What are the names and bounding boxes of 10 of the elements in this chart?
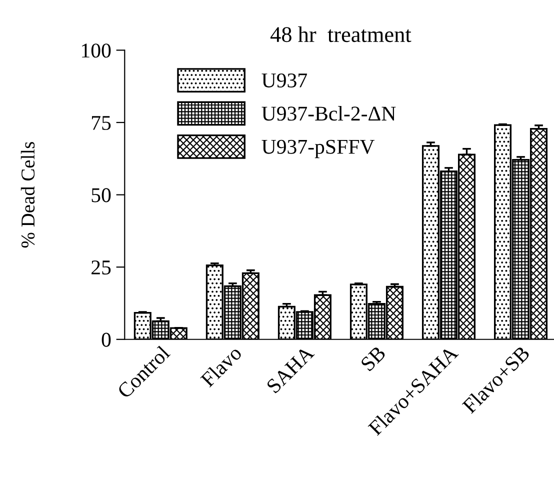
y-axis-title: % Dead Cells [20,142,35,248]
y-tick-label: 50 [92,188,111,202]
y-tick-label: 25 [92,260,111,275]
legend-label: U937-pSFFV [262,140,375,158]
y-tick-label: 75 [92,116,111,130]
legend-label: U937-Bcl-2-ΔN [262,106,396,121]
y-tick-label: 100 [82,44,111,58]
legend-label: U937 [262,73,307,88]
chart-title: 48 hr treatment [270,26,412,42]
y-tick-label: 0 [102,332,111,347]
